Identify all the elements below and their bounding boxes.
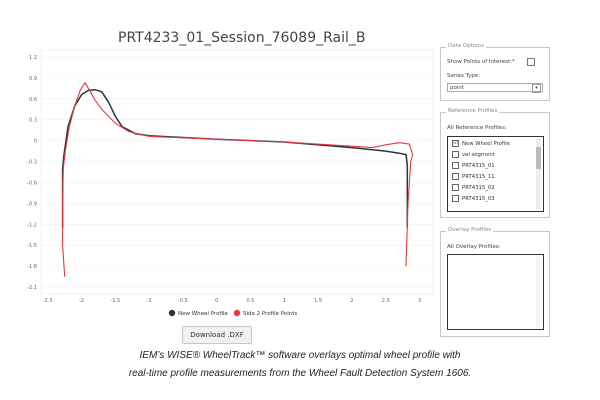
legend-label-new-wheel: New Wheel Profile (178, 311, 228, 317)
checkbox[interactable] (452, 184, 459, 191)
y-axis-ticks: 1.2 0.9 0.6 0.3 0 -0.3 -0.6 -0.9 -1.2 -1.5 -1.8 -2.… (27, 55, 37, 291)
list-item[interactable]: ☑ New Wheel Profile (452, 140, 510, 147)
list-item[interactable]: PRT4315_01 (452, 162, 495, 169)
overlay-profiles-legend: Overlay Profiles (446, 227, 494, 233)
checkbox[interactable] (452, 162, 459, 169)
y-tick-label: 0.6 (29, 97, 37, 103)
x-tick-label: -1.5 (110, 298, 120, 304)
y-tick-label: -1.2 (27, 222, 37, 228)
chart-title: PRT4233_01_Session_76089_Rail_B (118, 30, 366, 46)
legend-label-side2: Side 2 Profile Points (243, 311, 297, 317)
overlay-profiles-panel: Overlay Profiles All Overlay Profiles: (440, 227, 550, 337)
y-tick-label: 0 (34, 139, 37, 145)
x-tick-label: -2 (79, 298, 84, 304)
series-line-side-2-profile-points (62, 82, 414, 277)
x-tick-label: -0.5 (178, 298, 188, 304)
all-overlay-profiles-label: All Overlay Profiles: (447, 244, 501, 250)
show-poi-checkbox[interactable] (527, 58, 535, 66)
series-lines (61, 82, 414, 277)
legend-marker-side2 (233, 309, 241, 317)
x-tick-label: 1 (283, 298, 286, 304)
caption-line-1: IEM’s WISE® WheelTrack™ software overlay… (139, 350, 461, 361)
y-tick-label: -1.5 (27, 243, 37, 249)
checkbox[interactable] (452, 173, 459, 180)
x-tick-label: -2.5 (43, 298, 53, 304)
x-axis-ticks: -2.5 -2 -1.5 -1 -0.5 0 0.5 1 1.5 2 2.5 3 (43, 298, 421, 304)
overlay-profiles-list[interactable] (447, 254, 544, 330)
x-tick-label: 2 (350, 298, 353, 304)
y-tick-label: -0.6 (27, 180, 37, 186)
y-tick-label: 1.2 (29, 55, 37, 61)
overlay-list-scrollbar[interactable] (536, 257, 541, 327)
y-tick-label: 0.9 (29, 76, 37, 82)
y-tick-label: -0.3 (27, 160, 37, 166)
y-tick-label: -1.8 (27, 264, 37, 270)
x-tick-label: 3 (418, 298, 421, 304)
data-options-panel: Data Options Show Points of Interest:* S… (440, 43, 550, 101)
y-tick-label: 0.3 (29, 118, 37, 124)
checkbox[interactable]: ☑ (452, 140, 459, 147)
series-type-value: point (450, 85, 465, 91)
x-tick-label: 2.5 (382, 298, 390, 304)
chevron-down-icon: ▾ (532, 84, 541, 93)
checkbox[interactable] (452, 195, 459, 202)
x-tick-label: 0 (215, 298, 218, 304)
x-tick-label: 1.5 (314, 298, 322, 304)
list-item[interactable]: val segment (452, 151, 495, 158)
data-options-legend: Data Options (446, 43, 487, 49)
plot-area (40, 49, 434, 295)
download-dxf-button[interactable]: Download .DXF (182, 326, 252, 344)
wheel-profile-chart: 1.2 0.9 0.6 0.3 0 -0.3 -0.6 -0.9 -1.2 -1.5 -1.8 -2.… (27, 49, 434, 317)
list-item[interactable]: PRT4315_03 (452, 195, 495, 202)
x-tick-label: 0.5 (247, 298, 255, 304)
reference-list-scrollbar[interactable] (536, 139, 541, 209)
caption-line-2: real-time profile measurements from the … (128, 368, 472, 379)
scroll-thumb[interactable] (536, 147, 541, 169)
chart-legend: New Wheel Profile Side 2 Profile Points (168, 309, 297, 317)
y-tick-label: -0.9 (27, 201, 37, 207)
y-gridlines (41, 56, 433, 288)
x-tick-label: -1 (147, 298, 152, 304)
checkbox[interactable] (452, 151, 459, 158)
reference-profiles-list[interactable]: ☑ New Wheel Profile val segment PRT4315_0… (447, 136, 544, 212)
list-item[interactable]: PRT4315_02 (452, 184, 495, 191)
list-item[interactable]: PRT4315_11 (452, 173, 495, 180)
all-reference-profiles-label: All Reference Profiles: (447, 125, 507, 131)
series-type-select[interactable]: point ▾ (447, 83, 543, 93)
y-tick-label: -2.1 (27, 285, 37, 291)
legend-marker-new-wheel (168, 309, 176, 317)
show-poi-label: Show Points of Interest:* (447, 59, 515, 65)
series-type-label: Series Type: (447, 73, 481, 79)
series-line-new-wheel-profile (61, 88, 409, 228)
reference-profiles-legend: Reference Profiles (446, 108, 500, 114)
reference-profiles-panel: Reference Profiles All Reference Profile… (440, 108, 550, 218)
